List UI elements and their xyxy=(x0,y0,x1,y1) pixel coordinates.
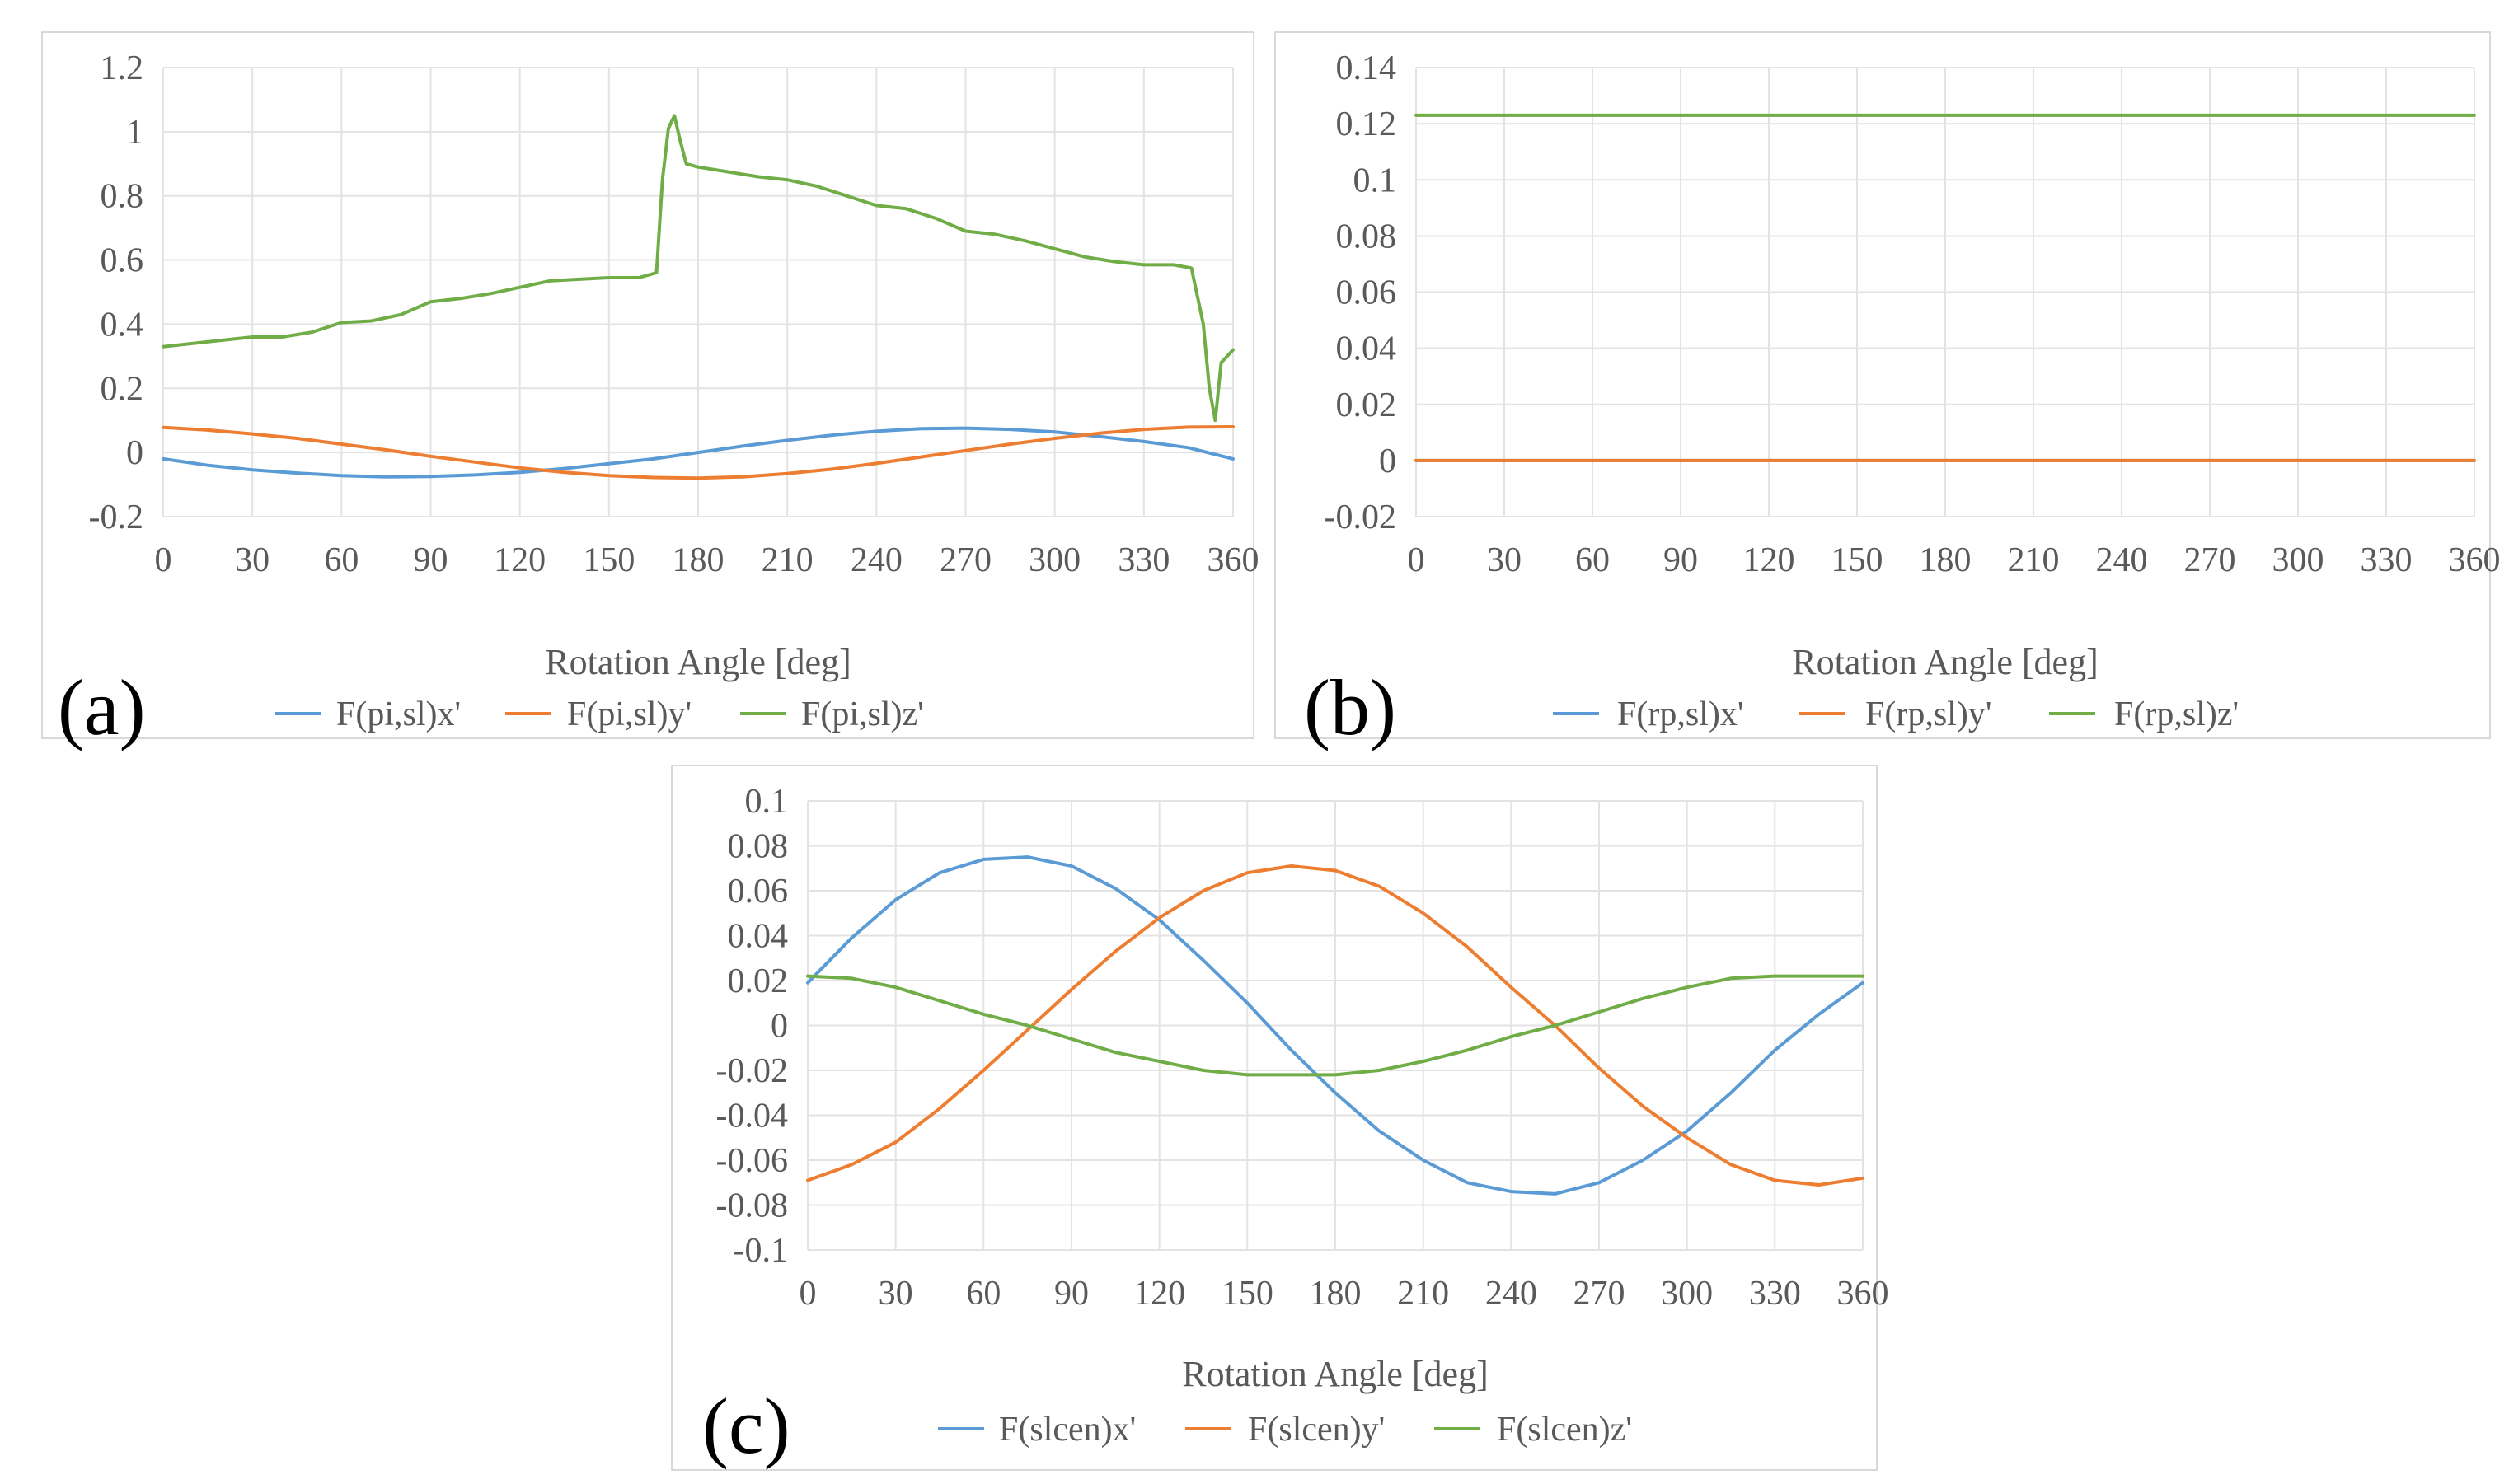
y-tick-label: -0.08 xyxy=(716,1187,789,1225)
x-tick-label: 240 xyxy=(2096,541,2148,579)
y-tick-label: -0.2 xyxy=(89,499,144,536)
chart-panel-b: 0 30 60 90 120 150 180 210 240 270 300 330 360 -0.02 0… xyxy=(1274,31,2501,751)
legend-label-3: F(slcen)z' xyxy=(1497,1411,1632,1449)
x-tick-label: 180 xyxy=(1310,1275,1362,1313)
y-tick-label: 0.06 xyxy=(728,873,789,911)
y-tick-label: 0.02 xyxy=(1336,386,1397,424)
series-line-1 xyxy=(162,426,1235,479)
x-tick-label: 270 xyxy=(940,541,992,579)
y-tick-label: 0.2 xyxy=(101,370,144,408)
y-tick-label: -0.06 xyxy=(716,1142,789,1180)
x-axis-title: Rotation Angle [deg] xyxy=(545,642,851,682)
y-tick-label: 0 xyxy=(1379,442,1396,480)
y-tick-label: 0.14 xyxy=(1336,49,1397,87)
x-tick-label: 300 xyxy=(1029,541,1081,579)
panel-label: (b) xyxy=(1304,663,1396,751)
panel-label: (a) xyxy=(58,663,146,751)
series-line-2 xyxy=(806,864,1864,1187)
y-tick-label: 0.1 xyxy=(745,783,789,821)
x-tick-label: 90 xyxy=(414,541,448,579)
x-tick-label: 60 xyxy=(324,541,359,579)
legend-label-2: F(slcen)y' xyxy=(1248,1411,1385,1449)
x-tick-label: 90 xyxy=(1054,1275,1089,1313)
x-tick-label: 270 xyxy=(2184,541,2236,579)
chart-c-svg: 0 30 60 90 120 150 180 210 240 270 300 330 360 -0.1 -0… xyxy=(702,783,1889,1470)
y-tick-label: -0.02 xyxy=(716,1052,789,1090)
y-tick-label: -0.1 xyxy=(734,1232,789,1270)
legend-label-3: F(rp,sl)z' xyxy=(2114,695,2239,733)
x-tick-label: 360 xyxy=(2449,541,2501,579)
x-tick-label: 210 xyxy=(762,541,814,579)
y-tick-label: 0 xyxy=(126,434,143,472)
panel-label: (c) xyxy=(702,1382,790,1470)
y-tick-label: 0.4 xyxy=(101,306,144,344)
legend-label-1: F(rp,sl)x' xyxy=(1617,695,1743,733)
x-tick-label: 330 xyxy=(1118,541,1170,579)
y-tick-label: -0.02 xyxy=(1325,499,1397,536)
x-tick-label: 150 xyxy=(1222,1275,1273,1313)
x-tick-label: 150 xyxy=(1831,541,1883,579)
y-tick-label: 1.2 xyxy=(101,49,144,87)
x-tick-label: 150 xyxy=(583,541,635,579)
x-tick-label: 120 xyxy=(1743,541,1795,579)
y-tick-label: 0.8 xyxy=(101,178,144,216)
series-line-2 xyxy=(162,425,1235,480)
x-tick-label: 300 xyxy=(2272,541,2324,579)
legend-label-2: F(pi,sl)y' xyxy=(567,695,692,733)
x-tick-label: 60 xyxy=(966,1275,1001,1313)
x-tick-label: 90 xyxy=(1663,541,1698,579)
y-tick-label: 0.04 xyxy=(1336,330,1397,368)
x-tick-label: 30 xyxy=(879,1275,913,1313)
x-tick-label: 180 xyxy=(673,541,725,579)
legend-label-3: F(pi,sl)z' xyxy=(801,695,924,733)
x-tick-label: 360 xyxy=(1208,541,1259,579)
x-tick-label: 270 xyxy=(1573,1275,1625,1313)
chart-panel-c: 0 30 60 90 120 150 180 210 240 270 300 330 360 -0.1 -0… xyxy=(671,765,1889,1471)
legend-label-2: F(rp,sl)y' xyxy=(1865,695,1991,733)
x-tick-label: 300 xyxy=(1661,1275,1713,1313)
x-tick-label: 240 xyxy=(1485,1275,1537,1313)
x-tick-label: 0 xyxy=(800,1275,817,1313)
series-line-3 xyxy=(162,114,1235,423)
y-tick-label: 0.08 xyxy=(728,828,789,866)
x-axis-title: Rotation Angle [deg] xyxy=(1182,1354,1489,1394)
x-tick-label: 0 xyxy=(155,541,172,579)
y-tick-label: 0.02 xyxy=(728,962,789,1000)
y-tick-label: 0.12 xyxy=(1336,105,1397,143)
y-tick-label: 0.6 xyxy=(101,242,144,280)
x-axis-title: Rotation Angle [deg] xyxy=(1792,642,2099,682)
chart-b-svg: 0 30 60 90 120 150 180 210 240 270 300 330 360 -0.02 0… xyxy=(1304,49,2501,751)
legend-label-1: F(pi,sl)x' xyxy=(336,695,461,733)
x-tick-label: 330 xyxy=(1749,1275,1801,1313)
x-tick-label: 210 xyxy=(1397,1275,1449,1313)
chart-panel-a: 0 30 60 90 120 150 180 210 240 270 300 330 360 -0.2 0 0… xyxy=(41,31,1259,751)
legend-label-1: F(slcen)x' xyxy=(999,1411,1136,1449)
x-tick-label: 240 xyxy=(851,541,903,579)
y-tick-label: 0.06 xyxy=(1336,274,1397,312)
series-line-1 xyxy=(806,855,1864,1196)
y-tick-label: 0 xyxy=(771,1008,788,1046)
chart-a-svg: 0 30 60 90 120 150 180 210 240 270 300 330 360 -0.2 0 0… xyxy=(58,49,1259,751)
x-tick-label: 210 xyxy=(2008,541,2060,579)
x-tick-label: 30 xyxy=(1487,541,1522,579)
x-tick-label: 30 xyxy=(235,541,270,579)
x-tick-label: 0 xyxy=(1408,541,1425,579)
y-tick-label: 1 xyxy=(126,114,143,152)
series-line-3 xyxy=(806,974,1864,1077)
x-tick-label: 180 xyxy=(1920,541,1972,579)
x-tick-label: 60 xyxy=(1575,541,1610,579)
x-tick-label: 360 xyxy=(1837,1275,1889,1313)
y-tick-label: 0.08 xyxy=(1336,218,1397,255)
y-tick-label: 0.1 xyxy=(1353,162,1397,199)
x-tick-label: 120 xyxy=(1133,1275,1185,1313)
y-tick-label: 0.04 xyxy=(728,918,789,956)
y-tick-label: -0.04 xyxy=(716,1098,789,1135)
x-tick-label: 120 xyxy=(494,541,546,579)
x-tick-label: 330 xyxy=(2361,541,2413,579)
